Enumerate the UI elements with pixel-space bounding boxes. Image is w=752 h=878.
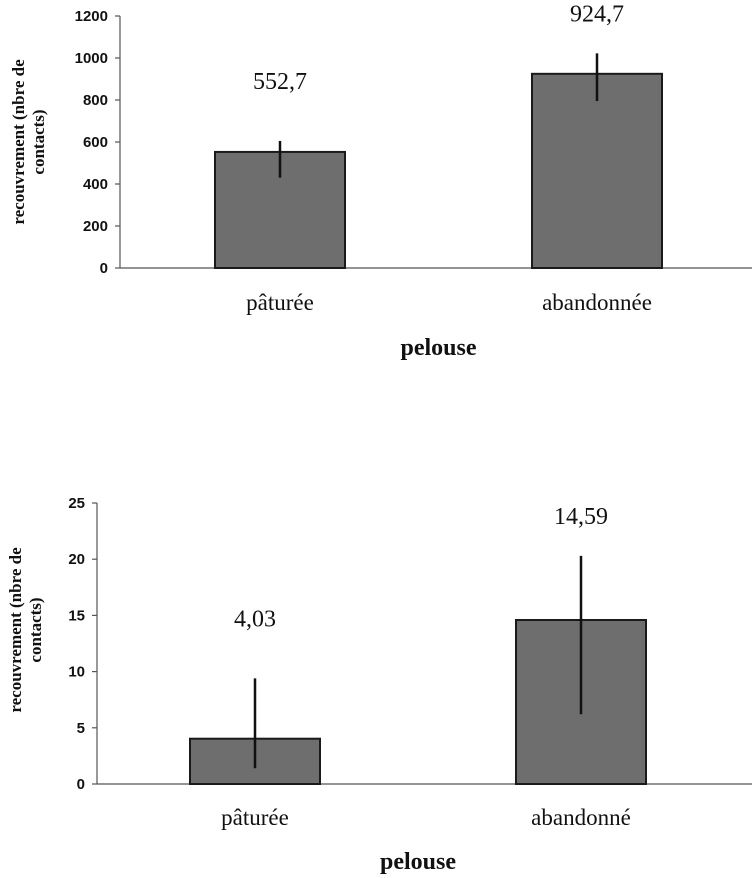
y-tick-label: 200 [83, 218, 108, 235]
x-tick-label: pâturée [246, 290, 314, 315]
data-label: 14,59 [554, 504, 608, 530]
y-tick-label: 20 [68, 551, 85, 568]
x-tick-label: abandonné [531, 805, 631, 830]
y-axis-label: recouvrement (nbre decontacts) [6, 547, 45, 713]
data-label: 552,7 [253, 69, 307, 95]
chart-1: 0 200 400 600 800 1000 1200 recouvrement (nbre … [9, 1, 752, 361]
y-tick-label: 600 [83, 134, 108, 151]
data-label: 4,03 [234, 606, 276, 632]
chart-2: 0 5 10 15 20 25 recouvrement (nbre decontacts)… [6, 495, 752, 875]
y-tick-label: 5 [77, 720, 85, 737]
x-tick-label: abandonnée [542, 290, 652, 315]
bar [531, 72, 663, 269]
y-tick-label: 15 [68, 607, 85, 624]
y-axis-label-line: contacts) [26, 597, 45, 662]
y-axis-label: recouvrement (nbre decontacts) [9, 59, 48, 225]
y-tick-label: 400 [83, 176, 108, 193]
y-tick-label: 1000 [75, 50, 108, 67]
y-axis-label-line: recouvrement (nbre de [9, 59, 28, 225]
x-axis-label: pelouse [400, 335, 476, 361]
y-tick-label: 800 [83, 92, 108, 109]
y-tick-label: 1200 [75, 8, 108, 25]
y-tick-label: 0 [100, 260, 108, 277]
y-axis-label-line: recouvrement (nbre de [6, 547, 25, 713]
x-tick-label: pâturée [221, 805, 289, 830]
y-axis-label-line: contacts) [29, 109, 48, 174]
y-tick-label: 0 [77, 776, 85, 793]
y-tick-label: 10 [68, 664, 85, 681]
x-axis-label: pelouse [380, 849, 456, 875]
data-label: 924,7 [570, 1, 624, 27]
y-tick-label: 25 [68, 495, 85, 512]
